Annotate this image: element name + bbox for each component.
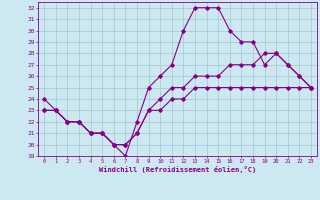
X-axis label: Windchill (Refroidissement éolien,°C): Windchill (Refroidissement éolien,°C) (99, 166, 256, 173)
